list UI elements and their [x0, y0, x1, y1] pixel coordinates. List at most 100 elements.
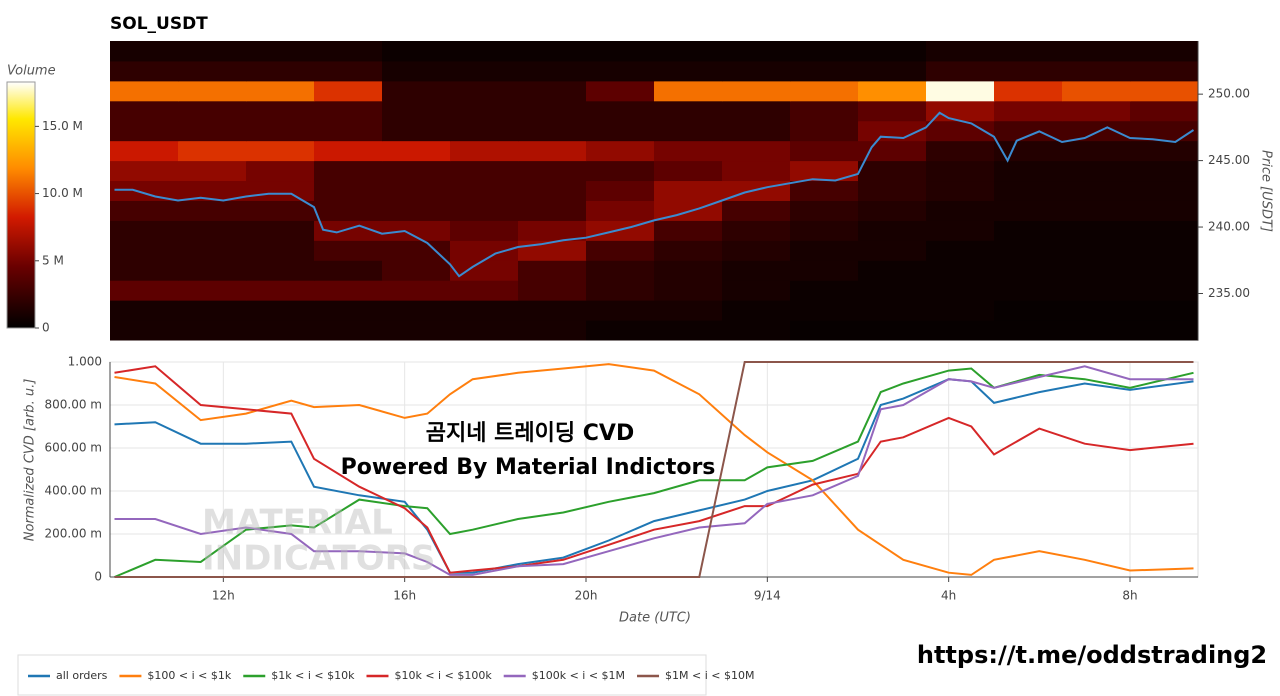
- heatmap-cell: [314, 220, 383, 241]
- heatmap-cell: [518, 41, 587, 62]
- x-axis-label: Date (UTC): [619, 611, 691, 626]
- y-tick-label: 1.000: [68, 355, 102, 369]
- heatmap-cell: [246, 220, 315, 241]
- heatmap-cell: [450, 80, 519, 102]
- heatmap-cell: [178, 41, 247, 62]
- heatmap-cell: [314, 280, 383, 301]
- x-tick-label: 16h: [393, 589, 416, 603]
- heatmap-cell: [178, 100, 247, 122]
- heatmap-cell: [450, 41, 519, 62]
- colorbar: [6, 81, 36, 329]
- heatmap-cell: [518, 280, 587, 301]
- y-axis-label: Normalized CVD [arb. u.]: [23, 379, 38, 542]
- heatmap-cell: [382, 240, 451, 261]
- heatmap-cell: [1130, 200, 1199, 221]
- heatmap-cell: [790, 180, 859, 201]
- y-tick-label: 250.00: [1208, 87, 1250, 101]
- heatmap-cell: [994, 200, 1063, 221]
- heatmap-cell: [926, 140, 995, 162]
- cvd-line: [114, 365, 1194, 576]
- heatmap-cell: [246, 320, 315, 341]
- heatmap-cell: [518, 120, 587, 142]
- heatmap-cell: [382, 200, 451, 221]
- heatmap-cell: [926, 320, 995, 341]
- heatmap-cell: [858, 260, 927, 281]
- heatmap-cell: [382, 41, 451, 62]
- heatmap-cell: [382, 140, 451, 162]
- heatmap-cell: [722, 140, 791, 162]
- heatmap-cell: [654, 300, 723, 321]
- heatmap-cell: [722, 60, 791, 82]
- heatmap-cell: [450, 280, 519, 301]
- heatmap-cell: [790, 320, 859, 341]
- heatmap-cell: [110, 100, 179, 122]
- link-text: https://t.me/oddstrading2: [917, 641, 1267, 669]
- heatmap-cell: [586, 60, 655, 82]
- heatmap-cell: [314, 160, 383, 182]
- heatmap-cell: [1062, 320, 1131, 341]
- heatmap-cell: [586, 140, 655, 162]
- x-tick-label: 12h: [212, 589, 235, 603]
- heatmap-cell: [450, 200, 519, 221]
- heatmap-cell: [994, 80, 1063, 102]
- heatmap-cell: [518, 320, 587, 341]
- heatmap-cell: [994, 140, 1063, 162]
- x-tick-label: 8h: [1122, 589, 1137, 603]
- heatmap-cell: [246, 260, 315, 281]
- y-tick-label: 400.00 m: [45, 484, 103, 498]
- x-tick-label: 9/14: [754, 589, 781, 603]
- heatmap-cell: [1062, 180, 1131, 201]
- heatmap-cell: [586, 160, 655, 182]
- heatmap-cell: [1062, 80, 1131, 102]
- heatmap-cell: [926, 200, 995, 221]
- heatmap-cell: [994, 260, 1063, 281]
- heatmap-cell: [790, 200, 859, 221]
- colorbar-tick-label: 0: [42, 321, 50, 335]
- heatmap-cell: [110, 260, 179, 281]
- heatmap-cell: [790, 140, 859, 162]
- heatmap-cell: [1062, 100, 1131, 122]
- heatmap-cell: [790, 120, 859, 142]
- heatmap-cell: [1062, 140, 1131, 162]
- heatmap-cell: [790, 80, 859, 102]
- heatmap-cell: [1062, 240, 1131, 261]
- heatmap-cell: [110, 60, 179, 82]
- x-tick-label: 20h: [575, 589, 598, 603]
- cvd-line: [114, 367, 1194, 578]
- heatmap-cell: [994, 41, 1063, 62]
- colorbar-label: Volume: [7, 64, 56, 79]
- heatmap-cell: [246, 60, 315, 82]
- heatmap-cell: [1062, 41, 1131, 62]
- heatmap-cell: [654, 280, 723, 301]
- colorbar-tick-label: 10.0 M: [42, 186, 83, 200]
- heatmap-cell: [1130, 120, 1199, 142]
- legend-label: all orders: [56, 669, 108, 682]
- heatmap-cell: [314, 240, 383, 261]
- heatmap-cell: [518, 180, 587, 201]
- heatmap-cell: [1130, 300, 1199, 321]
- heatmap-cell: [994, 280, 1063, 301]
- heatmap-cell: [178, 180, 247, 201]
- heatmap-cell: [858, 220, 927, 241]
- cvd-line: [114, 363, 1194, 576]
- heatmap-cell: [926, 180, 995, 201]
- cvd-line: [114, 361, 1194, 578]
- heatmap-cell: [722, 200, 791, 221]
- heatmap-cell: [926, 60, 995, 82]
- heatmap-cell: [994, 220, 1063, 241]
- heatmap-cell: [1130, 100, 1199, 122]
- heatmap-cell: [858, 60, 927, 82]
- heatmap-cell: [450, 100, 519, 122]
- heatmap-cell: [926, 160, 995, 182]
- heatmap-cell: [246, 160, 315, 182]
- heatmap-cell: [926, 300, 995, 321]
- heatmap-cell: [314, 100, 383, 122]
- heatmap-cell: [790, 280, 859, 301]
- heatmap-cell: [790, 300, 859, 321]
- heatmap-cell: [1130, 140, 1199, 162]
- heatmap-cell: [722, 300, 791, 321]
- heatmap-cell: [1130, 180, 1199, 201]
- heatmap-cell: [314, 300, 383, 321]
- heatmap-cell: [1130, 160, 1199, 182]
- heatmap-cell: [1062, 220, 1131, 241]
